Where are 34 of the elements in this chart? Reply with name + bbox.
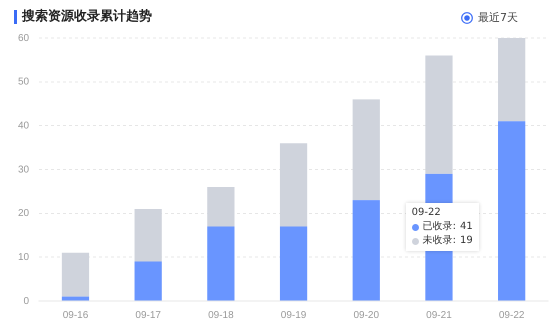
legend-label: 未收录: — [422, 234, 456, 248]
bar — [207, 226, 234, 300]
text: 最近7天 — [478, 10, 518, 25]
chart-title: 搜索资源收录累计趋势 — [20, 9, 152, 25]
x-tick-label: 09-20 — [353, 310, 380, 321]
y-tick-label: 10 — [18, 252, 30, 263]
bar — [207, 187, 234, 226]
annotation: 09-22 — [412, 206, 442, 220]
bar — [280, 226, 308, 300]
bar — [352, 200, 380, 300]
y-tick-label: 60 — [18, 32, 30, 44]
annotation: 41 — [460, 220, 473, 234]
legend-label: 已收录: — [422, 220, 456, 234]
bar — [62, 296, 90, 300]
bar — [352, 99, 380, 200]
x-tick-label: 09-17 — [135, 310, 162, 321]
bar — [425, 56, 453, 174]
x-tick-label: 09-18 — [208, 310, 234, 321]
y-tick-label: 20 — [18, 208, 30, 220]
y-tick-label: 50 — [18, 76, 30, 88]
x-tick-label: 09-21 — [426, 310, 452, 321]
bar — [134, 208, 162, 262]
bar — [498, 121, 526, 300]
x-tick-label: 09-16 — [62, 310, 89, 321]
y-tick-label: 0 — [24, 296, 30, 307]
bar — [62, 252, 90, 297]
x-tick-label: 09-22 — [498, 310, 525, 321]
bar — [134, 262, 162, 300]
y-tick-label: 30 — [18, 164, 30, 176]
y-tick-label: 40 — [18, 120, 30, 132]
bar — [498, 38, 526, 122]
annotation: 19 — [460, 234, 473, 248]
x-tick-label: 09-19 — [280, 310, 307, 321]
bar — [280, 143, 308, 226]
